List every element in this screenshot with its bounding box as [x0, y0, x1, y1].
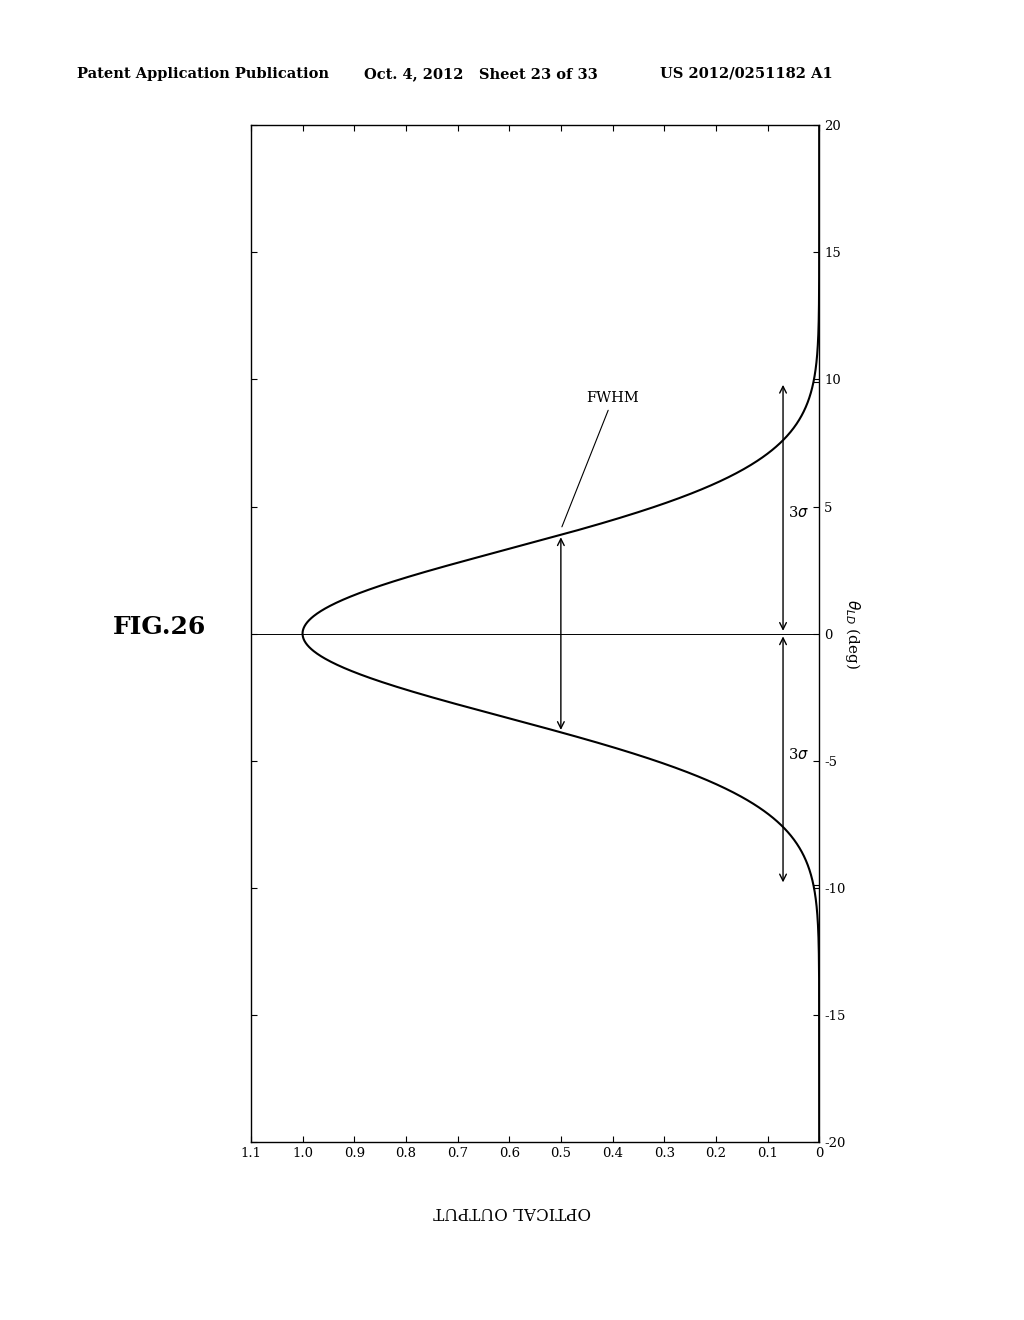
Text: FIG.26: FIG.26 — [113, 615, 206, 639]
Text: US 2012/0251182 A1: US 2012/0251182 A1 — [660, 67, 834, 81]
Text: FWHM: FWHM — [562, 391, 639, 527]
Text: 3$\sigma$: 3$\sigma$ — [788, 506, 809, 520]
Text: Patent Application Publication: Patent Application Publication — [77, 67, 329, 81]
Text: OPTICAL OUTPUT: OPTICAL OUTPUT — [433, 1204, 591, 1220]
Text: Oct. 4, 2012   Sheet 23 of 33: Oct. 4, 2012 Sheet 23 of 33 — [364, 67, 597, 81]
Text: 3$\sigma$: 3$\sigma$ — [788, 747, 809, 762]
Y-axis label: $\theta_{LD}$ (deg): $\theta_{LD}$ (deg) — [843, 598, 862, 669]
